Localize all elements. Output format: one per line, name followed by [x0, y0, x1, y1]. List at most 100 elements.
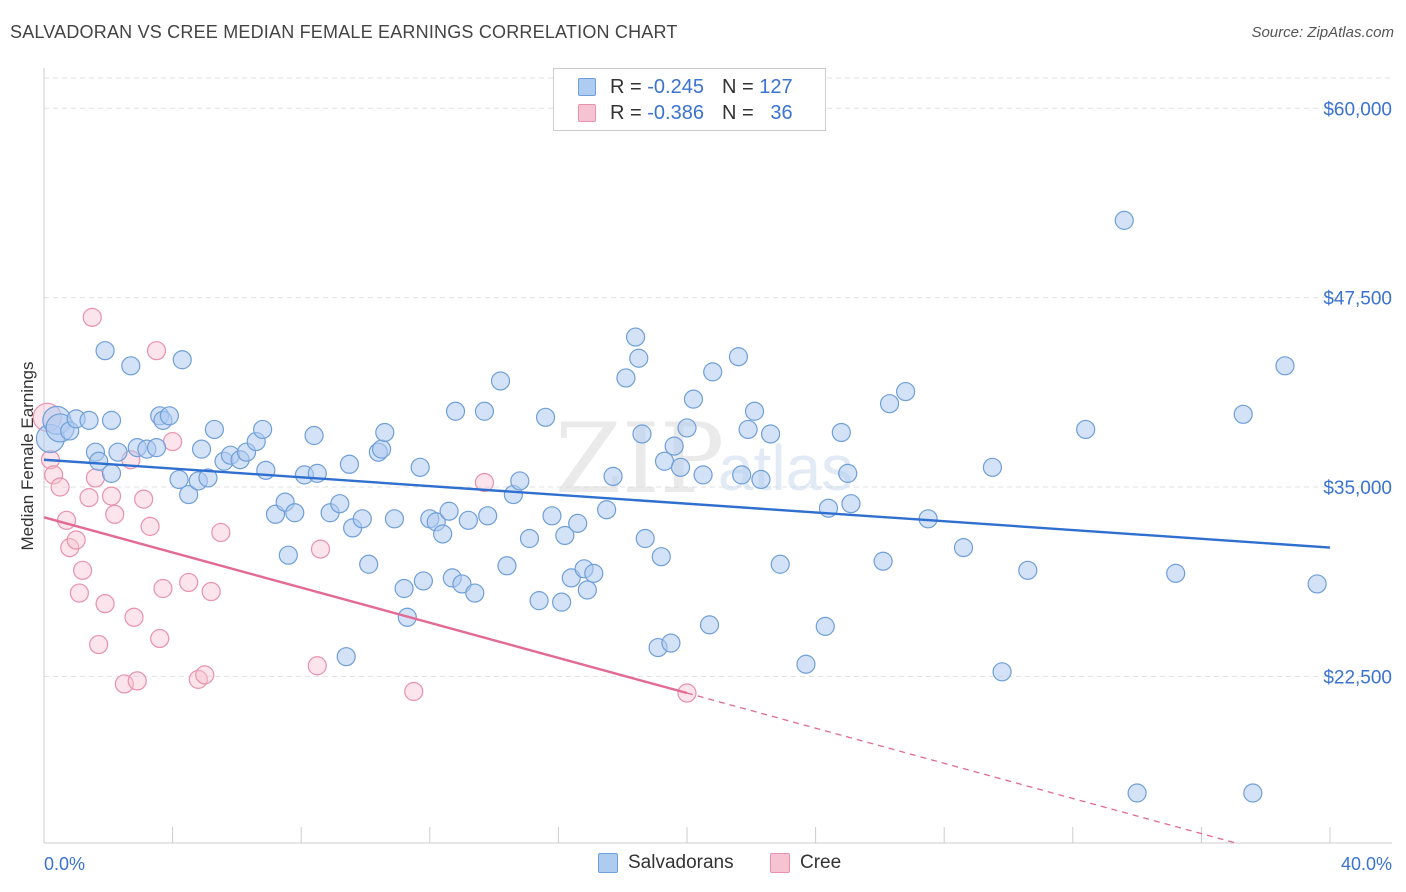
salvadoran-point [873, 551, 893, 571]
salvadoran-point [535, 407, 556, 427]
cree-points [32, 307, 697, 703]
cree-point [153, 578, 173, 599]
salvadoran-point [371, 439, 392, 459]
chart-title: SALVADORAN VS CREE MEDIAN FEMALE EARNING… [10, 22, 678, 42]
salvadoran-point [169, 469, 189, 490]
salvadoran-point [953, 538, 974, 558]
salvadoran-point [339, 454, 360, 474]
salvadoran-point [683, 389, 704, 409]
salvadoran-point [478, 506, 498, 526]
salvadoran-point [664, 436, 684, 456]
bottom-legend-salvadorans[interactable]: Salvadorans [598, 852, 734, 874]
salvadoran-point [256, 460, 276, 480]
salvadoran-point [603, 466, 623, 487]
salvadoran-point [879, 394, 900, 414]
salvadoran-point [510, 471, 530, 491]
salvadoran-point [552, 592, 572, 612]
cree-point [95, 594, 115, 614]
salvadoran-point [1076, 419, 1096, 440]
cree-point [101, 486, 122, 506]
cree-point [82, 307, 102, 327]
salvadoran-point [1114, 210, 1134, 230]
salvadoran-points [35, 210, 1327, 803]
cree-point [310, 539, 331, 559]
cree-point [89, 634, 109, 655]
salvadoran-trend-line [43, 458, 1331, 549]
salvadoran-point [625, 327, 646, 347]
cree-trend-extension [686, 692, 1236, 844]
salvadoran-point [661, 633, 681, 653]
x-tick-labels: 0.0% 40.0% [44, 854, 1392, 874]
salvadoran-point [439, 501, 459, 521]
salvadoran-point [1127, 783, 1147, 803]
x-tick-label-min: 0.0% [44, 854, 85, 874]
salvadoran-point [1307, 574, 1327, 594]
legend-r-value: -0.245 [647, 75, 704, 98]
salvadoran-point [95, 341, 115, 361]
salvadoran-point [1243, 783, 1263, 803]
cree-point [134, 489, 154, 509]
salvadoran-point [336, 647, 356, 667]
legend-swatch-pink [578, 104, 596, 122]
salvadoran-point [1166, 563, 1186, 583]
y-tick-labels: $22,500 $35,000 $47,500 $60,000 [1323, 99, 1392, 688]
salvadoran-point [465, 583, 485, 603]
salvadoran-point [191, 439, 212, 459]
salvadoran-point [629, 348, 649, 368]
salvadoran-point [410, 457, 430, 477]
cree-point [127, 671, 147, 691]
bottom-legend-swatch-pink [770, 853, 790, 873]
bottom-legend-label-cree: Cree [800, 852, 842, 873]
salvadoran-point [108, 442, 128, 462]
salvadoran-point [635, 528, 655, 549]
legend-n-value: 127 [759, 75, 793, 98]
legend-r-label: R = [610, 75, 642, 98]
salvadoran-point [445, 401, 466, 421]
salvadoran-point [841, 494, 861, 514]
salvadoran-point [89, 451, 109, 471]
salvadoran-point [542, 506, 562, 526]
salvadoran-point [982, 457, 1003, 477]
cree-point [69, 583, 89, 603]
cree-point [60, 538, 80, 558]
salvadoran-point [198, 468, 218, 488]
salvadoran-point [375, 422, 395, 443]
salvadoran-point [330, 494, 350, 514]
salvadoran-point [732, 465, 752, 485]
y-tick-label: $22,500 [1323, 667, 1392, 688]
salvadoran-point [760, 424, 781, 444]
salvadoran-point [352, 509, 372, 529]
salvadoran-point [304, 425, 324, 446]
cree-point [79, 488, 99, 508]
salvadoran-point [677, 418, 697, 438]
salvadoran-point [693, 465, 713, 485]
axes [43, 68, 1392, 844]
salvadoran-point [1018, 560, 1038, 580]
salvadoran-point [474, 401, 495, 421]
salvadoran-point [770, 554, 790, 574]
salvadoran-point [632, 424, 652, 444]
chart-source: Source: ZipAtlas.com [1251, 24, 1394, 41]
x-tick-label-max: 40.0% [1341, 854, 1392, 874]
salvadoran-point [433, 524, 453, 544]
salvadoran-point [751, 469, 771, 490]
salvadoran-point [529, 591, 549, 611]
salvadoran-point [384, 509, 405, 529]
bottom-legend-swatch-blue [598, 853, 618, 873]
cree-trend-line [43, 516, 688, 695]
salvadoran-point [568, 513, 588, 533]
salvadoran-point [359, 554, 379, 574]
salvadoran-point [285, 503, 305, 523]
bottom-legend-cree[interactable]: Cree [770, 852, 841, 874]
salvadoran-point [738, 419, 758, 440]
salvadoran-point [670, 457, 691, 477]
salvadoran-point [796, 654, 816, 674]
cree-point [474, 472, 495, 493]
salvadoran-point [815, 616, 835, 636]
salvadoran-point [896, 381, 916, 402]
cree-point [211, 522, 231, 543]
salvadoran-point [728, 347, 749, 367]
salvadoran-point [204, 419, 224, 440]
salvadoran-point [253, 419, 273, 440]
salvadoran-point [616, 368, 636, 388]
